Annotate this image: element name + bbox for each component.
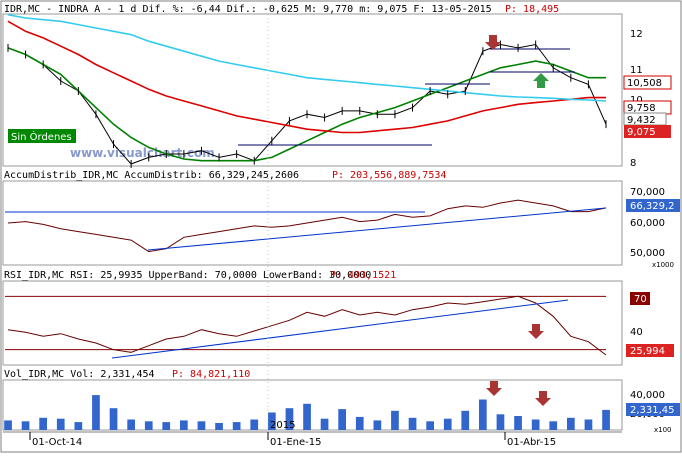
vol-badge — [626, 403, 680, 416]
price-badge-0 — [623, 75, 672, 90]
vol-bar — [567, 417, 575, 430]
rsi-badge-text: 25,994 — [630, 346, 665, 357]
price-badge-3-text: 9,075 — [627, 127, 656, 138]
x-year-label: 2015 — [270, 420, 295, 431]
x-label-1: 01-Ene-15 — [270, 437, 321, 448]
vol-p: P: 84,821,110 — [172, 369, 250, 380]
accum-tick-0: 70,000 — [630, 187, 665, 198]
price-tick-1: 11 — [630, 65, 643, 76]
ma-green-series — [7, 47, 606, 162]
vol-bar — [461, 410, 470, 430]
accum-layer — [5, 199, 607, 253]
rsi-title: RSI_IDR,MC RSI: 25,9935 UpperBand: 70,00… — [4, 270, 371, 281]
vol-bar — [92, 395, 100, 430]
vol-bar — [268, 412, 276, 430]
vol-bar — [584, 419, 593, 430]
sin-ordenes-box[interactable] — [8, 129, 76, 143]
vol-bar — [144, 421, 153, 430]
vol-bar — [426, 421, 434, 430]
price-badge-3 — [624, 125, 671, 138]
vol-bar — [21, 421, 30, 430]
x-label-2: 01-Abr-15 — [507, 437, 556, 448]
vol-bar — [479, 399, 487, 430]
price-tick-4: 8 — [630, 158, 636, 169]
vol-bar — [514, 416, 522, 430]
vol-bar — [496, 414, 505, 430]
vol-bar — [197, 421, 206, 430]
rsi-band-badge — [630, 292, 650, 305]
vol-bar — [338, 409, 346, 430]
vol-bar — [443, 418, 452, 430]
x-label-0: 01-Oct-14 — [32, 437, 82, 448]
vol-tick-0: 40,000 — [630, 390, 665, 401]
sin-ordenes-label: Sin Órdenes — [11, 130, 72, 143]
vol-bar — [320, 418, 329, 430]
rsi-series — [7, 295, 607, 356]
rsi-p: P: 493,1521 — [330, 270, 396, 281]
vol-bar — [215, 423, 223, 430]
accum-title: AccumDistrib_IDR,MC AccumDistrib: 66,329… — [4, 170, 299, 181]
vol-layer — [4, 381, 610, 430]
price-panel[interactable] — [2, 13, 623, 167]
accum-trendline — [147, 207, 607, 251]
accum-badge-text: 66,329,2 — [630, 201, 675, 212]
accum-multiplier: x1000 — [652, 261, 674, 269]
main-title: IDR,MC - INDRA A - 1 d Dif. %: -6,44 Dif… — [4, 4, 492, 15]
price-badge-2-text: 9,432 — [627, 115, 656, 126]
price-badge-0-text: 10,508 — [627, 78, 662, 89]
rsi-band-text: 70 — [634, 294, 647, 305]
vol-bar — [4, 420, 12, 430]
vol-bar — [74, 422, 83, 430]
watermark: www.visualchart.com — [70, 146, 215, 160]
vol-badge-text: 2,331,45 — [630, 405, 675, 416]
vol-bar — [56, 418, 65, 430]
ma-red-series — [7, 20, 606, 134]
vol-bar — [180, 420, 188, 430]
price-tick-0: 12 — [630, 29, 643, 40]
vol-bar — [303, 403, 311, 430]
accum-panel[interactable] — [2, 180, 623, 266]
rsi-trendline — [111, 299, 569, 359]
vol-bar — [250, 419, 259, 430]
rsi-layer — [5, 295, 607, 359]
rsi-badge — [626, 344, 674, 357]
vol-bar — [373, 420, 382, 430]
vol-bar — [127, 419, 135, 430]
vol-bar — [549, 421, 558, 430]
rsi-tick-0: 40 — [630, 327, 643, 338]
vol-bar — [531, 419, 540, 430]
vol-title: Vol_IDR,MC Vol: 2,331,454 — [4, 369, 155, 380]
vol-bar — [602, 409, 610, 430]
price-badge-1-text: 9,758 — [627, 103, 656, 114]
vol-bar — [408, 417, 417, 430]
vol-arrow-1-icon — [486, 381, 502, 396]
arrow-up-icon — [533, 73, 549, 88]
ma-cyan-series — [7, 13, 607, 102]
rsi-panel[interactable] — [2, 280, 623, 366]
accum-p: P: 203,556,889,7534 — [332, 170, 446, 181]
vol-bar — [285, 408, 294, 430]
vol-bar — [109, 408, 118, 430]
main-p: P: 18,495 — [505, 4, 559, 15]
rsi-arrow-down-icon — [528, 324, 544, 339]
accum-tick-1: 60,000 — [630, 218, 665, 229]
vol-bar — [232, 422, 241, 430]
vol-multiplier: x100 — [654, 426, 672, 434]
accum-tick-2: 50,000 — [630, 248, 665, 259]
vol-arrow-2-icon — [535, 391, 551, 406]
accum-series — [7, 199, 607, 253]
vol-bar — [162, 422, 171, 430]
price-layer — [7, 13, 607, 168]
vol-bar — [39, 417, 47, 430]
vol-bar — [391, 410, 399, 430]
arrow-down-icon — [485, 35, 501, 50]
accum-badge — [626, 199, 680, 212]
vol-bar — [355, 416, 364, 430]
